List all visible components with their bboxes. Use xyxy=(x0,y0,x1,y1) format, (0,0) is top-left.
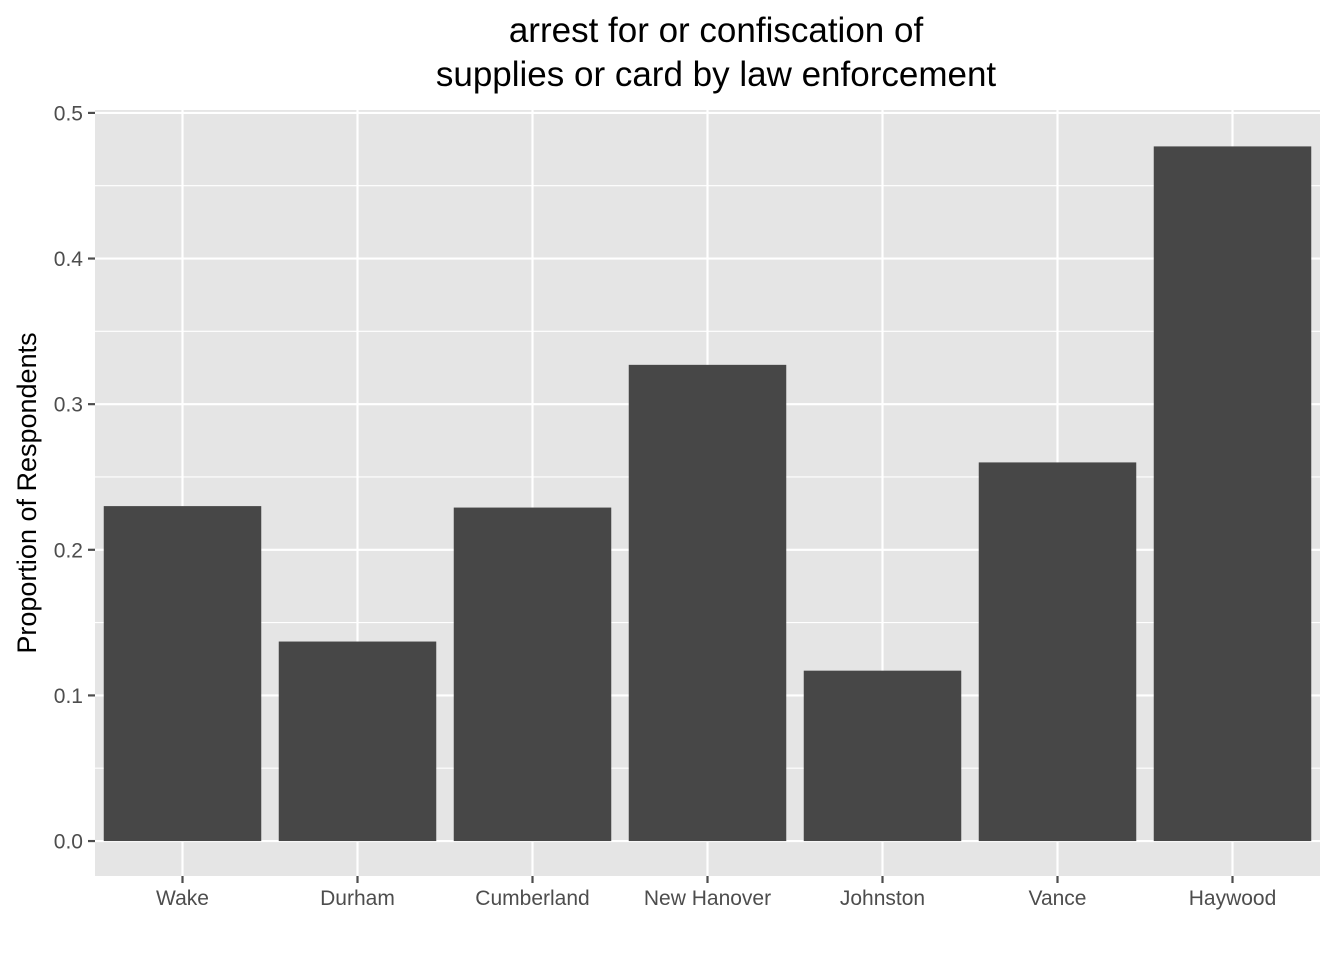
bar-vance xyxy=(978,462,1137,842)
y-tick-label: 0.4 xyxy=(54,248,84,271)
chart-title-line-2: supplies or card by law enforcement xyxy=(436,55,997,94)
x-tick-label: New Hanover xyxy=(644,887,771,910)
x-tick-label: Johnston xyxy=(840,887,925,910)
y-tick-label: 0.1 xyxy=(54,685,83,708)
bar-johnston xyxy=(803,670,962,842)
bar-wake xyxy=(103,506,262,842)
bars xyxy=(103,146,1312,842)
y-tick-label: 0.0 xyxy=(54,831,83,854)
x-tick-label: Wake xyxy=(156,887,209,910)
y-axis: 0.0 0.1 0.2 0.3 0.4 0.5 xyxy=(54,102,95,854)
y-tick-label: 0.5 xyxy=(54,102,83,125)
x-tick-label: Haywood xyxy=(1189,887,1277,910)
bar-haywood xyxy=(1153,146,1312,842)
bar-durham xyxy=(278,641,437,842)
x-tick-label: Cumberland xyxy=(475,887,589,910)
x-axis: Wake Durham Cumberland New Hanover Johnston V… xyxy=(156,876,1276,910)
x-tick-label: Vance xyxy=(1029,887,1087,910)
bar-new-hanover xyxy=(628,364,787,842)
y-tick-label: 0.3 xyxy=(54,394,83,417)
y-axis-label: Proportion of Respondents xyxy=(12,332,42,653)
bar-cumberland xyxy=(453,507,612,842)
x-tick-label: Durham xyxy=(320,887,395,910)
chart-title-line-1: arrest for or confiscation of xyxy=(509,11,924,50)
y-tick-label: 0.2 xyxy=(54,539,83,562)
